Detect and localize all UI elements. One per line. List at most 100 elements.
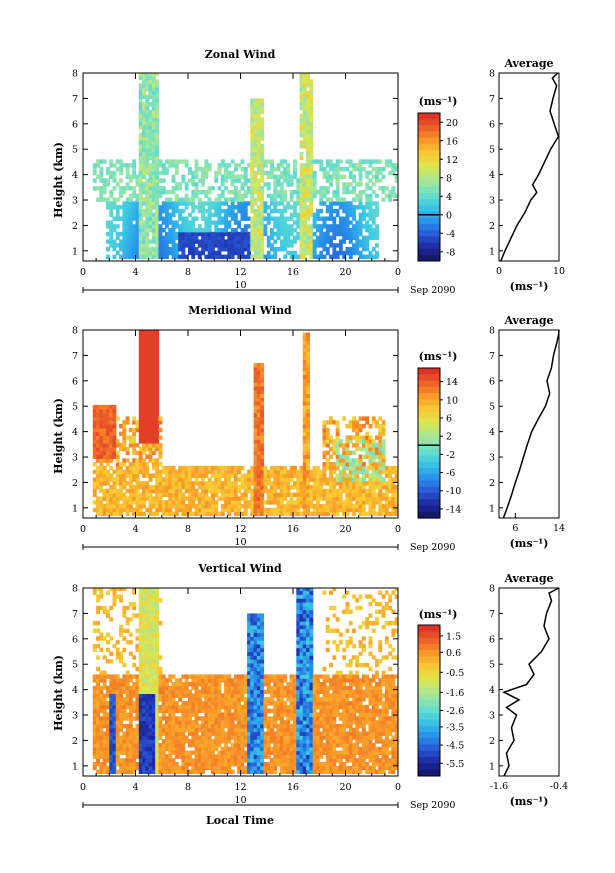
meridional-cell [299, 485, 304, 490]
meridional-cell [171, 469, 176, 475]
zonal-cell [217, 239, 222, 244]
vertical-cell [158, 685, 163, 691]
vertical-cell [99, 716, 104, 721]
zonal-cell [165, 197, 169, 202]
zonal-cell [391, 193, 396, 199]
vertical-cell [128, 723, 133, 729]
zonal-cell [119, 170, 123, 176]
zonal-cell [338, 197, 343, 202]
zonal-cell [168, 228, 173, 233]
zonal-cell [230, 231, 235, 237]
meridional-avg-xlabel: (ms⁻¹) [510, 537, 549, 550]
zonal-cell [135, 197, 140, 202]
meridional-cell [188, 485, 192, 490]
meridional-cell [220, 485, 225, 490]
zonal-cell [266, 235, 271, 240]
zonal-cell [102, 182, 107, 187]
meridional-cell [361, 507, 366, 513]
zonal-cell [125, 186, 130, 191]
zonal-cell [227, 189, 232, 195]
meridional-cell [125, 504, 130, 509]
zonal-cell [309, 235, 314, 240]
meridional-cell [322, 462, 327, 467]
meridional-cell [119, 465, 123, 471]
zonal-cell [165, 250, 169, 256]
zonal-cell [142, 113, 146, 118]
zonal-cell [338, 239, 343, 244]
zonal-cell [348, 201, 353, 206]
meridional-cell [148, 336, 153, 341]
zonal-cell [184, 163, 189, 168]
meridional-cell [302, 496, 307, 501]
zonal-cell [247, 224, 251, 229]
vertical-cell [132, 689, 137, 694]
zonal-cell [309, 224, 314, 229]
meridional-cell [92, 443, 97, 448]
meridional-cell [106, 408, 110, 414]
zonal-cell [319, 189, 324, 195]
meridional-cell [92, 420, 97, 425]
zonal-cell [188, 239, 192, 244]
meridional-cell [99, 485, 104, 490]
vertical-cell [128, 640, 133, 645]
vertical-cell [106, 640, 110, 645]
zonal-cell [138, 136, 143, 141]
vertical-cell [102, 754, 107, 759]
meridional-cell [312, 492, 317, 497]
meridional-cbar-cell [418, 430, 440, 438]
meridional-cell [256, 462, 261, 467]
zonal-cell [151, 94, 156, 99]
vertical-cell [92, 708, 97, 714]
zonal-cell [165, 170, 169, 176]
vertical-cell [161, 685, 166, 691]
zonal-cell [184, 186, 189, 191]
zonal-cell [142, 243, 146, 248]
meridional-cell [102, 427, 107, 433]
zonal-cell [299, 125, 304, 130]
meridional-cell [273, 477, 278, 482]
meridional-cell [263, 511, 268, 516]
vertical-cell [142, 750, 146, 755]
vertical-cell [184, 739, 189, 744]
vertical-cell [96, 723, 100, 729]
vertical-cell [197, 708, 202, 714]
vertical-cell [151, 739, 156, 744]
zonal-cell [306, 170, 310, 176]
zonal-cell [142, 125, 146, 130]
meridional-cell [158, 443, 163, 448]
zonal-cell [316, 212, 320, 218]
zonal-cell [263, 170, 268, 176]
zonal-cell [309, 144, 314, 149]
vertical-cell [151, 594, 156, 599]
meridional-cell [194, 473, 199, 478]
meridional-cell [253, 473, 258, 478]
zonal-cell [197, 178, 202, 183]
meridional-cell [329, 465, 333, 471]
meridional-cell [138, 469, 143, 475]
vertical-cell [96, 643, 100, 649]
meridional-cell [256, 416, 261, 421]
meridional-cell [99, 454, 104, 459]
vertical-cell [122, 662, 127, 668]
vertical-cell [102, 765, 107, 771]
vertical-cell [96, 689, 100, 694]
vertical-cell [142, 613, 146, 618]
meridional-cell [260, 443, 265, 448]
vertical-cell [171, 762, 176, 767]
zonal-cell [220, 220, 225, 225]
zonal-cell [171, 224, 176, 229]
meridional-cell [296, 481, 301, 486]
vertical-cell [145, 613, 150, 618]
vertical-cell [204, 682, 209, 687]
meridional-cell [138, 420, 143, 425]
meridional-cell [355, 431, 360, 436]
zonal-cell [148, 239, 153, 244]
zonal-cell [293, 159, 297, 164]
vertical-cell [155, 735, 160, 740]
vertical-cell [174, 727, 179, 733]
zonal-cell [335, 186, 340, 191]
meridional-cell [171, 492, 176, 497]
zonal-cell [358, 159, 363, 164]
zonal-cell [233, 167, 238, 172]
zonal-cell [115, 208, 120, 214]
